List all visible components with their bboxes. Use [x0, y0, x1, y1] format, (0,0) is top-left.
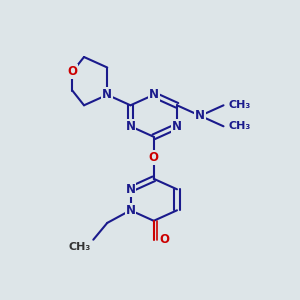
Text: O: O	[149, 151, 159, 164]
Text: O: O	[160, 233, 170, 246]
Text: CH₃: CH₃	[228, 121, 250, 131]
Text: N: N	[125, 204, 136, 217]
Text: CH₃: CH₃	[69, 242, 91, 252]
Text: CH₃: CH₃	[228, 100, 250, 110]
Text: N: N	[102, 88, 112, 101]
Text: N: N	[149, 88, 159, 101]
Text: N: N	[125, 183, 136, 196]
Text: N: N	[172, 120, 182, 133]
Text: O: O	[68, 65, 77, 78]
Text: N: N	[195, 109, 205, 122]
Text: N: N	[125, 120, 136, 133]
